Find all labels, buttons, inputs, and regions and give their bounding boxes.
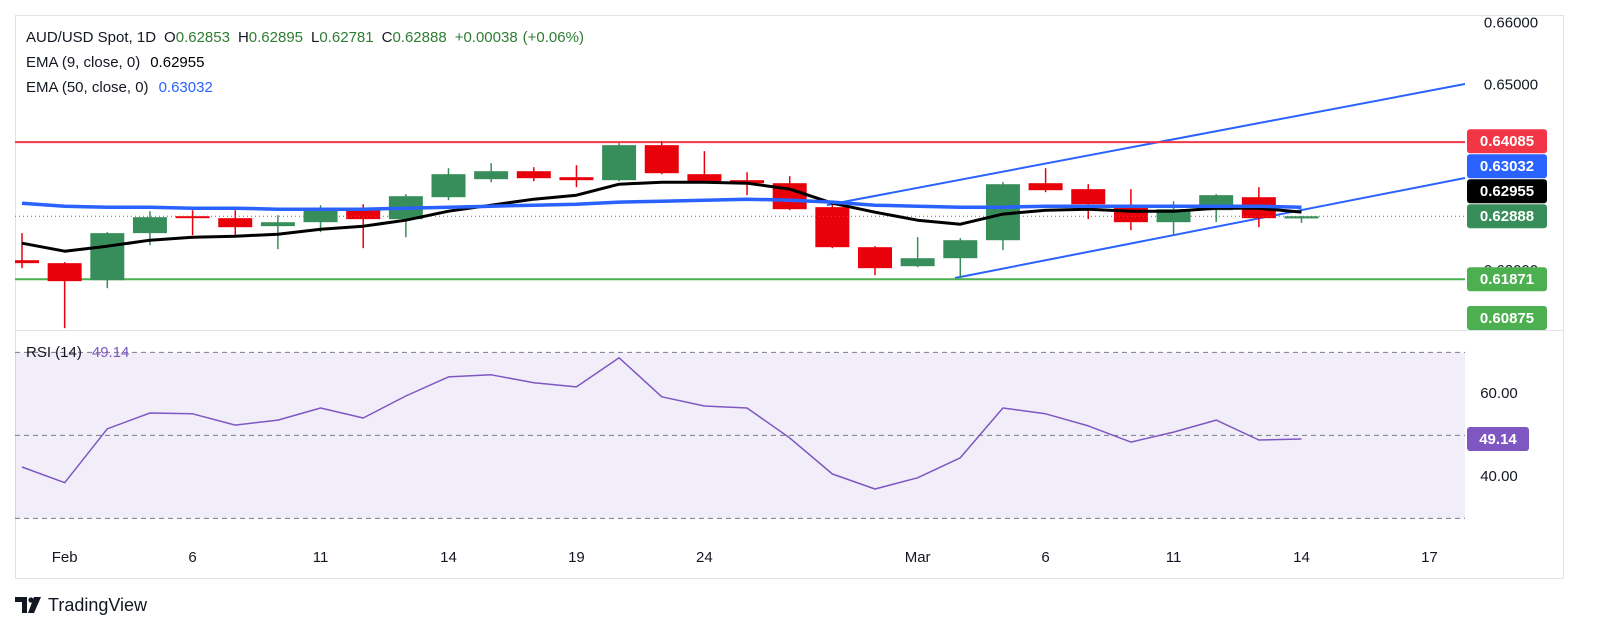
logo-mark	[28, 597, 41, 613]
ohlc-key: C	[382, 29, 393, 46]
candle-body	[730, 180, 765, 184]
legend-row: EMA (9, close, 0) 0.62955	[26, 54, 204, 71]
axes: 0.660000.650000.620000.640850.630320.629…	[52, 15, 1547, 566]
ohlc-value: 0.62853	[176, 29, 230, 46]
ohlc-value: 0.62888	[392, 29, 446, 46]
x-tick-label: 11	[313, 549, 329, 566]
x-tick-label: 24	[696, 549, 713, 566]
candle-body	[559, 177, 594, 181]
channel-line	[954, 177, 1465, 279]
y-tick-label: 0.66000	[1484, 15, 1538, 32]
legend-value: 0.63032	[159, 79, 213, 96]
candle-body	[260, 222, 295, 227]
rsi-tick-label: 60.00	[1480, 385, 1518, 402]
change-pct: (+0.06%)	[523, 29, 584, 46]
rsi-label: 49.14	[1479, 431, 1517, 448]
price-label: 0.60875	[1480, 310, 1534, 327]
ohlc-key: O	[164, 29, 176, 46]
rsi-pane	[15, 351, 1465, 519]
legend-name: RSI (14)	[26, 344, 82, 361]
price-label-bg	[1467, 267, 1547, 292]
x-tick-label: 14	[1293, 549, 1310, 566]
legend-row: EMA (50, close, 0) 0.63032	[26, 79, 213, 96]
candle-body	[858, 247, 892, 269]
candle-body	[474, 171, 509, 180]
candle-body	[815, 207, 850, 248]
ohlc-key: H	[238, 29, 249, 46]
candle-body	[602, 145, 637, 181]
x-tick-label: 17	[1421, 549, 1438, 566]
candle-body	[90, 233, 125, 281]
channel-line	[826, 83, 1465, 206]
candle-body	[218, 218, 253, 228]
price-label-bg	[1467, 204, 1547, 229]
legend-row: RSI (14) 49.14	[26, 344, 129, 361]
legend-value: 49.14	[92, 344, 130, 361]
rsi-label-bg	[1467, 426, 1529, 451]
legend-name: EMA (9, close, 0)	[26, 54, 140, 71]
candle-body	[644, 145, 679, 174]
candle-body	[175, 216, 210, 219]
price-label: 0.62888	[1480, 208, 1534, 225]
logo-mark	[28, 597, 34, 603]
candle-body	[15, 260, 39, 264]
candle-body	[1071, 189, 1106, 205]
series-line	[21, 197, 1302, 211]
candle-body	[346, 209, 381, 220]
y-tick-label: 0.65000	[1484, 77, 1538, 94]
price-pane	[15, 83, 1465, 329]
brand: TradingView	[48, 595, 148, 615]
candle-body	[1284, 216, 1319, 219]
logo: TradingView	[15, 595, 148, 615]
ohlc-value: 0.62895	[249, 29, 303, 46]
x-tick-label: 6	[188, 549, 196, 566]
ohlc-value: 0.62781	[319, 29, 373, 46]
candle-body	[516, 171, 551, 179]
x-tick-label: 6	[1041, 549, 1049, 566]
candle-body	[132, 217, 167, 234]
rsi-tick-label: 40.00	[1480, 468, 1518, 485]
candle-body	[943, 240, 978, 259]
frame	[15, 15, 1564, 579]
price-label-bg	[1467, 179, 1547, 204]
price-label: 0.62955	[1480, 183, 1534, 200]
price-label: 0.64085	[1480, 133, 1534, 150]
candle-body	[431, 174, 466, 198]
candle-body	[1028, 183, 1063, 191]
candle-body	[47, 263, 82, 282]
price-label-bg	[1467, 154, 1547, 179]
series-line	[21, 357, 1302, 490]
candle-body	[687, 174, 722, 182]
candle-body	[303, 209, 338, 223]
legend: AUD/USD Spot, 1D O0.62853 H0.62895 L0.62781…	[26, 29, 584, 361]
legend-name: EMA (50, close, 0)	[26, 79, 149, 96]
series-line	[21, 180, 1302, 253]
price-label-bg	[1467, 129, 1547, 154]
price-label-bg	[1467, 306, 1547, 330]
ohlc-key: L	[311, 29, 319, 46]
price-label: 0.63032	[1480, 158, 1534, 175]
x-tick-label: 19	[568, 549, 585, 566]
symbol: AUD/USD Spot, 1D	[26, 29, 156, 46]
legend-value: 0.62955	[150, 54, 204, 71]
logo-mark	[15, 597, 27, 613]
x-tick-label: Mar	[905, 549, 931, 566]
candle-body	[900, 258, 935, 267]
change: +0.00038	[455, 29, 518, 46]
x-tick-label: 14	[440, 549, 457, 566]
legend-row: AUD/USD Spot, 1D O0.62853 H0.62895 L0.62781…	[26, 29, 584, 46]
x-tick-label: 11	[1166, 549, 1182, 566]
x-tick-label: Feb	[52, 549, 78, 566]
price-label: 0.61871	[1480, 271, 1534, 288]
